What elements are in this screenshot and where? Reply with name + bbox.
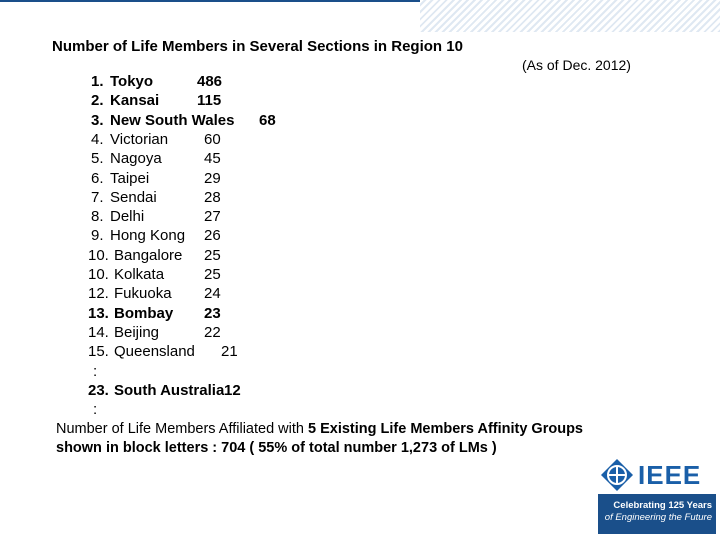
section-count: 68 xyxy=(259,111,276,129)
section-row: 8. Delhi 27 xyxy=(0,208,720,228)
footer-line-1: Number of Life Members Affiliated with 5… xyxy=(56,420,583,439)
section-row: 14. Beijing 22 xyxy=(0,324,720,344)
header-rule xyxy=(0,0,720,2)
header-bar xyxy=(0,0,720,32)
section-count: 27 xyxy=(204,208,221,226)
section-rank: 15. xyxy=(88,343,109,361)
section-row: : xyxy=(0,363,720,383)
section-count: 21 xyxy=(221,343,238,361)
footer-line-1-prefix: Number of Life Members Affiliated with xyxy=(56,421,308,437)
section-count: 26 xyxy=(204,227,221,245)
section-count: 28 xyxy=(204,188,221,206)
section-name: Hong Kong xyxy=(110,227,186,245)
section-count: 24 xyxy=(204,285,221,303)
section-row: 13. Bombay 23 xyxy=(0,305,720,325)
section-rank: 2. xyxy=(91,92,104,110)
section-name: Victorian xyxy=(110,130,169,148)
section-rank: : xyxy=(93,362,98,380)
section-rank: 9. xyxy=(91,227,104,245)
section-row: 15. Queensland 21 xyxy=(0,343,720,363)
slide-title: Number of Life Members in Several Sectio… xyxy=(52,38,463,55)
section-rank: 7. xyxy=(91,188,104,206)
section-name: Tokyo xyxy=(110,73,154,90)
ieee-tagline-1: Celebrating 125 Years xyxy=(613,500,712,511)
section-name: Kolkata xyxy=(114,266,165,283)
section-name: Bombay xyxy=(114,304,174,322)
section-count: 486 xyxy=(197,73,223,90)
section-name: Queensland xyxy=(114,343,195,361)
section-row: 3. New South Wales 68 xyxy=(0,112,720,132)
footer-note: Number of Life Members Affiliated with 5… xyxy=(56,420,583,458)
section-count: 12 xyxy=(224,381,241,399)
section-name: Beijing xyxy=(114,323,160,341)
section-row: 7. Sendai 28 xyxy=(0,189,720,209)
ieee-globe-icon xyxy=(601,459,633,491)
section-count: 25 xyxy=(204,266,221,283)
section-row: 10. Bangalore 25 xyxy=(0,247,720,267)
ieee-logo: IEEE Celebrating 125 Years of Engineerin… xyxy=(598,458,716,536)
ieee-tagline-2: of Engineering the Future xyxy=(604,512,712,523)
section-row: 6. Taipei 29 xyxy=(0,170,720,190)
section-row: 9. Hong Kong 26 xyxy=(0,227,720,247)
section-rank: 5. xyxy=(91,150,104,168)
section-count: 45 xyxy=(204,150,221,168)
ieee-wordmark: IEEE xyxy=(638,460,702,490)
section-rank: 3. xyxy=(91,111,104,129)
section-rank: 13. xyxy=(88,304,109,322)
section-rank: : xyxy=(93,401,98,419)
section-rank: 23. xyxy=(88,381,109,399)
section-count: 22 xyxy=(204,323,221,341)
section-name: Kansai xyxy=(110,92,160,110)
ieee-anniversary-band: Celebrating 125 Years of Engineering the… xyxy=(598,494,716,534)
section-row: 10. Kolkata 25 xyxy=(0,266,720,286)
section-count: 115 xyxy=(197,92,222,110)
section-row: : xyxy=(0,401,720,421)
footer-line-1-bold: 5 Existing Life Members Affinity Groups xyxy=(307,421,583,437)
section-count: 25 xyxy=(204,246,221,264)
slide-subtitle: (As of Dec. 2012) xyxy=(522,57,631,73)
section-row: 12. Fukuoka 24 xyxy=(0,285,720,305)
section-rank: 8. xyxy=(91,208,104,226)
section-rank: 10. xyxy=(88,246,109,264)
section-name: New South Wales xyxy=(110,111,235,129)
section-name: Fukuoka xyxy=(114,285,172,303)
header-stripe-pattern xyxy=(420,0,720,32)
section-row: 4. Victorian 60 xyxy=(0,131,720,151)
section-rank: 6. xyxy=(91,169,104,187)
section-row: 2. Kansai 115 xyxy=(0,92,720,112)
section-rank: 10. xyxy=(88,266,109,283)
section-name: Nagoya xyxy=(110,150,162,168)
section-row: 5. Nagoya 45 xyxy=(0,150,720,170)
section-count: 23 xyxy=(204,304,221,322)
section-rank: 12. xyxy=(88,285,109,303)
section-name: Sendai xyxy=(110,188,157,206)
footer-line-2: shown in block letters : 704 ( 55% of to… xyxy=(56,440,497,456)
section-rank: 14. xyxy=(88,323,109,341)
section-name: Bangalore xyxy=(114,246,183,264)
section-name: South Australia xyxy=(114,381,225,399)
section-count: 60 xyxy=(204,130,221,148)
section-row: 23. South Australia 12 xyxy=(0,382,720,402)
section-name: Taipei xyxy=(110,169,150,187)
section-row: 1. Tokyo 486 xyxy=(0,73,720,93)
section-rank: 1. xyxy=(91,73,104,90)
section-name: Delhi xyxy=(110,208,145,226)
section-rank: 4. xyxy=(91,130,104,148)
section-count: 29 xyxy=(204,169,221,187)
